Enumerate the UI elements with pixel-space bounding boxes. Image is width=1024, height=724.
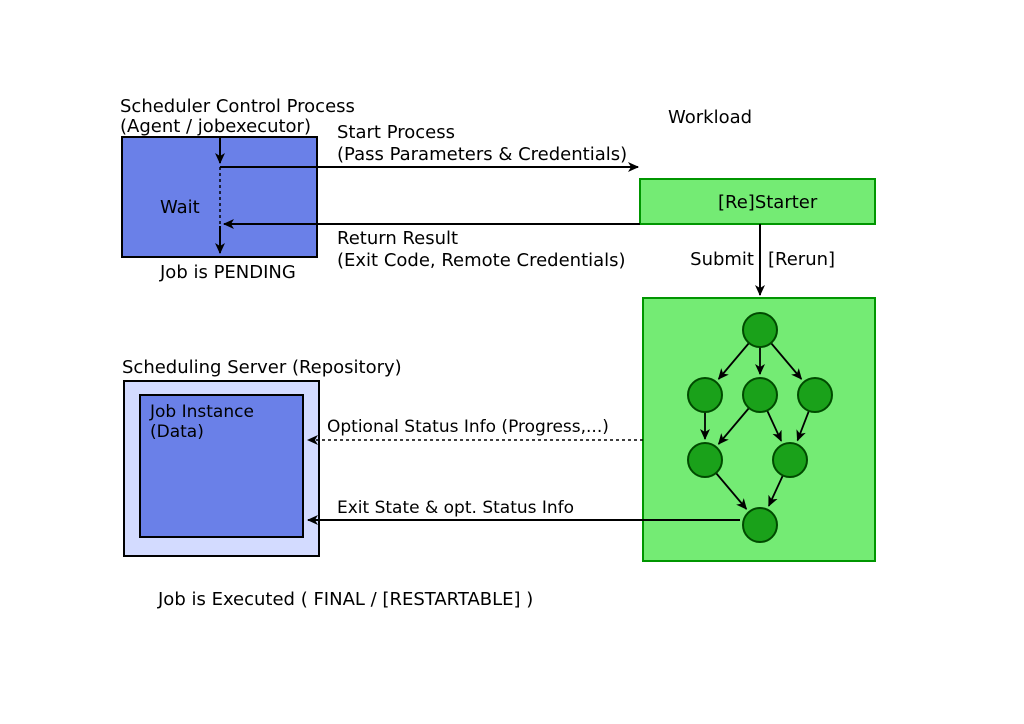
wait-label: Wait <box>160 197 200 218</box>
return-result-2: (Exit Code, Remote Credentials) <box>337 250 626 271</box>
rerun-label: [Rerun] <box>768 249 835 270</box>
dag-node <box>688 443 722 477</box>
server-title: Scheduling Server (Repository) <box>122 357 402 378</box>
submit-label: Submit <box>690 249 754 270</box>
diagram-canvas: Scheduler Control Process (Agent / jobex… <box>0 0 1024 724</box>
scheduler-title-2: (Agent / jobexecutor) <box>120 116 311 137</box>
return-result-1: Return Result <box>337 228 458 249</box>
job-instance-2: (Data) <box>150 422 204 442</box>
exit-state-label: Exit State & opt. Status Info <box>337 498 574 518</box>
dag-node <box>743 508 777 542</box>
dag-node <box>743 378 777 412</box>
dag-node <box>743 313 777 347</box>
start-process-1: Start Process <box>337 122 455 143</box>
start-process-2: (Pass Parameters & Credentials) <box>337 144 627 165</box>
optional-status-label: Optional Status Info (Progress,...) <box>327 417 609 437</box>
workload-title: Workload <box>668 107 752 128</box>
dag-node <box>773 443 807 477</box>
dag-node <box>798 378 832 412</box>
job-instance-1: Job Instance <box>149 402 254 422</box>
restarter-label: [Re]Starter <box>718 192 818 213</box>
scheduler-title-1: Scheduler Control Process <box>120 96 355 117</box>
job-pending-label: Job is PENDING <box>159 262 296 283</box>
dag-node <box>688 378 722 412</box>
job-executed-label: Job is Executed ( FINAL / [RESTARTABLE] … <box>157 589 533 610</box>
